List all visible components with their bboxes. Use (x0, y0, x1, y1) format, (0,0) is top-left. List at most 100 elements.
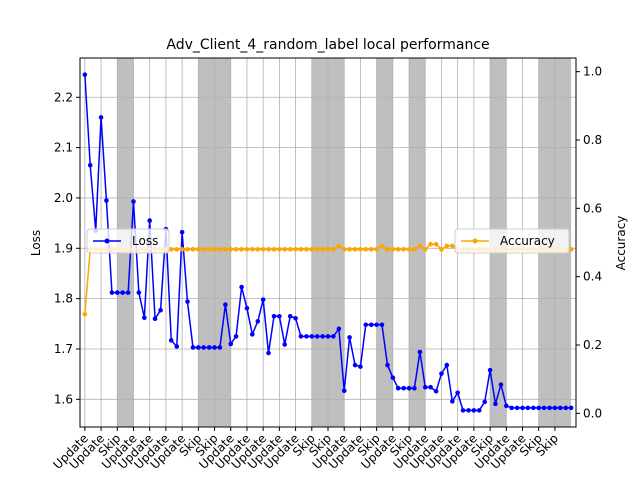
loss-point (422, 384, 428, 390)
accuracy-point (223, 247, 228, 252)
loss-point (82, 72, 88, 77)
loss-point (298, 334, 304, 339)
loss-point (325, 334, 331, 339)
accuracy-point (390, 247, 396, 252)
loss-point (547, 405, 552, 411)
loss-point (314, 334, 320, 339)
accuracy-point (395, 247, 401, 252)
loss-point (536, 405, 542, 411)
accuracy-point (196, 247, 201, 252)
loss-point (309, 334, 315, 339)
loss-point (206, 345, 212, 350)
loss-point (212, 345, 217, 350)
accuracy-point (341, 247, 347, 252)
skip-band (328, 58, 345, 427)
accuracy-point (266, 247, 271, 252)
loss-point (120, 290, 125, 295)
accuracy-point (298, 247, 304, 252)
loss-point (277, 313, 282, 319)
loss-point (239, 284, 244, 290)
loss-point (174, 344, 180, 349)
accuracy-point (363, 247, 369, 252)
loss-point (233, 334, 239, 339)
loss-point (87, 162, 93, 168)
accuracy-point (179, 247, 185, 252)
legend-loss-marker (104, 238, 110, 244)
loss-point (374, 322, 379, 328)
y-tick-label-right: 0.2 (583, 338, 602, 352)
loss-point (568, 405, 574, 411)
skip-band (214, 58, 231, 427)
accuracy-point (174, 247, 180, 252)
skip-band (409, 58, 426, 427)
loss-point (250, 332, 255, 337)
accuracy-point (352, 247, 358, 252)
loss-point (471, 408, 477, 413)
accuracy-point (439, 247, 444, 252)
loss-point (185, 299, 190, 304)
loss-point (147, 218, 152, 223)
accuracy-point (444, 243, 450, 249)
legend-loss: Loss (86, 228, 170, 254)
accuracy-point (374, 247, 379, 252)
y-tick-label-right: 0.4 (583, 270, 602, 284)
accuracy-point (412, 247, 417, 252)
loss-point (282, 342, 288, 347)
loss-point (271, 313, 277, 319)
loss-point (482, 399, 488, 405)
accuracy-point (244, 247, 250, 252)
y-tick-label-left: 1.9 (54, 241, 73, 255)
loss-point (520, 405, 525, 411)
loss-point (217, 345, 223, 350)
right-y-axis: 0.0 0.2 0.4 0.6 0.8 1.0 (576, 65, 602, 420)
chart-title: Adv_Client_4_random_label local performa… (166, 37, 489, 53)
loss-point (514, 405, 520, 411)
loss-point (152, 316, 158, 322)
accuracy-point (428, 241, 433, 247)
y-tick-label-right: 0.0 (583, 406, 602, 420)
loss-point (168, 338, 174, 343)
accuracy-point (287, 247, 293, 252)
loss-point (131, 199, 136, 204)
accuracy-point (320, 247, 325, 252)
y-tick-label-right: 1.0 (583, 65, 602, 79)
loss-point (450, 399, 455, 404)
loss-point (98, 115, 104, 120)
loss-point (525, 405, 531, 411)
loss-point (352, 362, 358, 368)
accuracy-point (336, 243, 342, 249)
loss-point (331, 334, 336, 339)
accuracy-point (417, 243, 423, 249)
loss-point (228, 341, 234, 347)
loss-point (109, 290, 115, 295)
loss-point (320, 334, 325, 339)
loss-point (466, 408, 471, 413)
accuracy-point (206, 247, 212, 252)
legend-accuracy-marker (472, 238, 478, 244)
loss-point (190, 345, 196, 350)
accuracy-point (450, 243, 455, 249)
accuracy-point (277, 247, 282, 252)
legend-accuracy: Accuracy (454, 228, 570, 254)
loss-point (455, 390, 460, 396)
y-tick-label-left: 2.0 (54, 191, 73, 205)
legend-accuracy-label: Accuracy (500, 234, 555, 248)
accuracy-point (401, 247, 406, 252)
loss-point (395, 385, 401, 391)
loss-point (255, 318, 261, 324)
loss-point (552, 405, 558, 411)
accuracy-point (331, 247, 336, 252)
loss-point (417, 349, 423, 355)
y-tick-label-left: 1.6 (54, 392, 73, 406)
accuracy-point (314, 247, 320, 252)
loss-point (379, 322, 385, 328)
loss-point (439, 371, 444, 376)
loss-point (541, 405, 547, 411)
loss-point (158, 307, 163, 313)
loss-point (493, 401, 498, 407)
loss-point (341, 388, 347, 394)
accuracy-point (406, 247, 412, 252)
loss-point (201, 345, 206, 350)
loss-point (266, 350, 271, 356)
